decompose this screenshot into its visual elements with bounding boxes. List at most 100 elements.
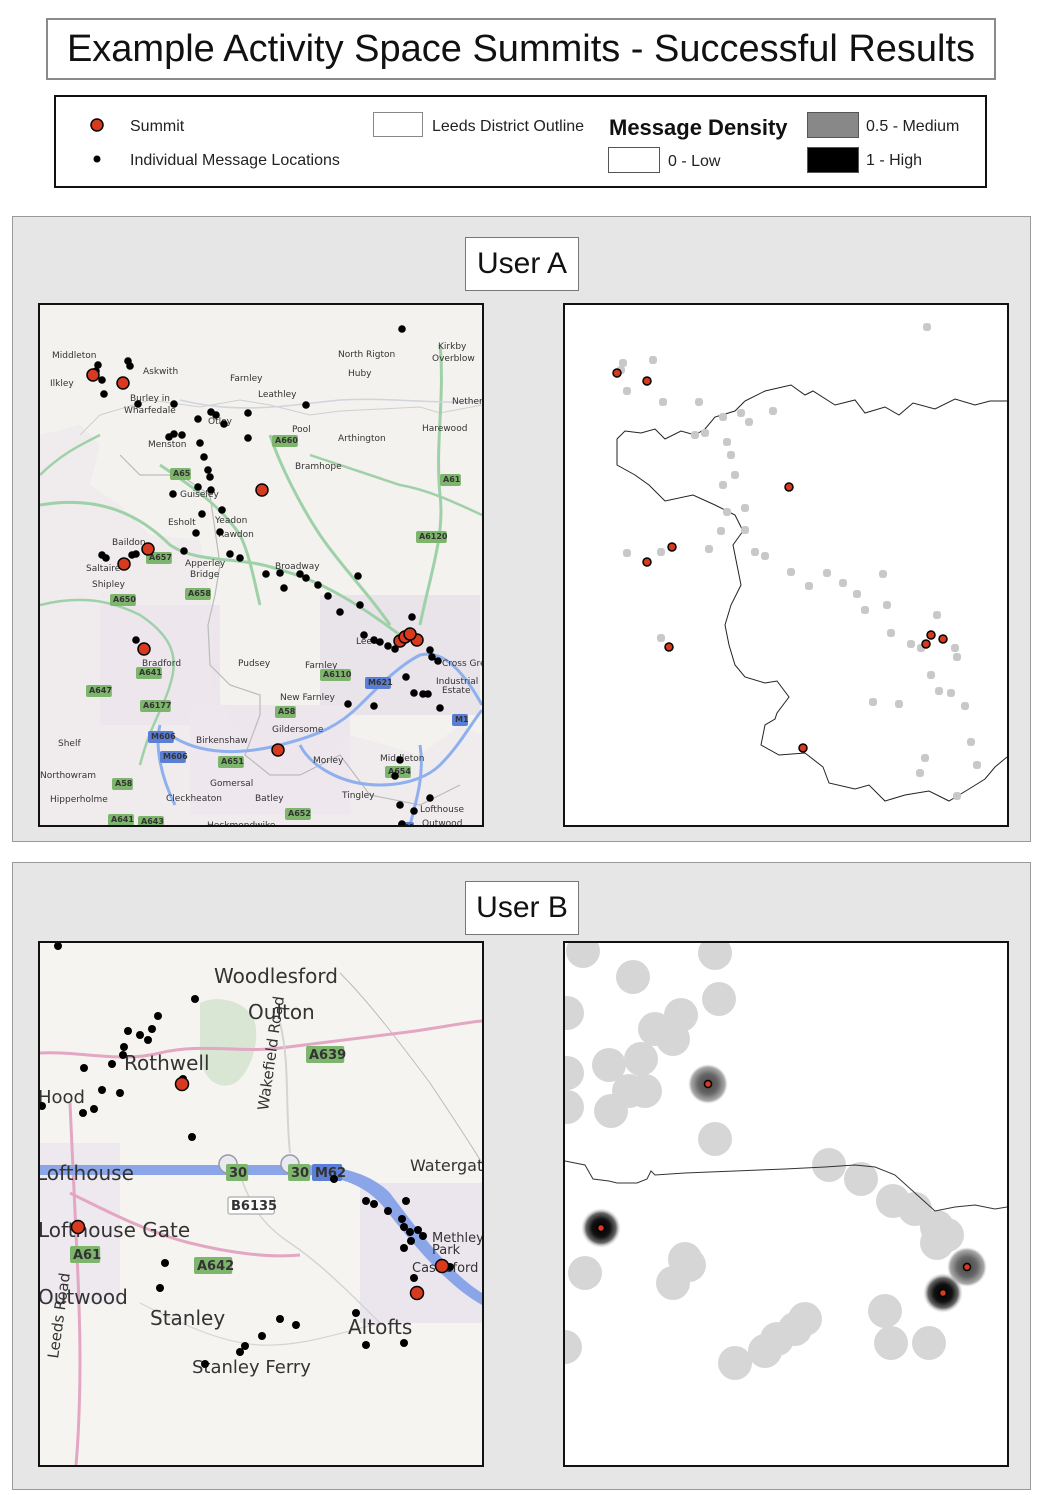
user-a-road-labels: A660 A65 A61 A6120 A657 A650 A658 A641 A647 A6110… [86,435,469,825]
message-point [191,995,199,1003]
user-b-label: User B [465,881,579,935]
place-label: Cleckheaton [166,794,222,804]
message-point [170,400,178,408]
road-label: A650 [113,595,136,604]
place-label: Pool [292,425,311,435]
place-label: Lofthouse Gate [40,1218,190,1242]
density-cell [717,527,725,535]
density-cell [951,644,959,652]
density-cell [741,504,749,512]
green-road-1 [40,500,401,637]
density-cell [883,601,891,609]
summit-point [612,368,622,378]
density-cell [705,545,713,553]
place-label: Estate [442,686,471,696]
figure-title: Example Activity Space Summits - Success… [46,18,996,80]
message-point [410,807,418,815]
road-label: A657 [149,553,172,562]
message-point [376,638,384,646]
place-label: Guiseley [180,490,219,500]
road-shield [227,1196,275,1215]
place-label: Tingley [341,791,375,801]
road-shield [306,1046,345,1063]
density-cell [594,1094,628,1128]
density-cell [751,548,759,556]
message-point [161,1259,169,1267]
density-cell [702,982,736,1016]
place-label: Gildersome [272,725,324,735]
message-point [324,592,332,600]
message-point [336,608,344,616]
wakefield-road-line [279,1022,291,1154]
density-cell [723,508,731,516]
density-cell [719,413,727,421]
place-label: Stanley [150,1306,225,1330]
place-label: Batley [255,794,284,804]
message-point [196,439,204,447]
road-label: 30 [291,1166,309,1181]
road-label: M62 [315,1166,346,1181]
message-point [396,801,404,809]
boundary-line [339,972,482,1164]
summit-point [116,376,130,390]
message-point [132,636,140,644]
motorway-ring [169,652,482,753]
message-point [204,466,212,474]
message-point [244,409,252,417]
road-label: M1 [401,823,415,825]
road-label: M1 [455,715,469,724]
message-point [120,1043,128,1051]
density-cell [853,590,861,598]
place-label: Park [432,1243,461,1258]
density-cell [701,429,709,437]
message-point [128,551,136,559]
green-road-3 [268,434,392,626]
message-point [402,673,410,681]
place-label: Shelf [58,739,81,749]
place-label: Industrial [436,677,478,687]
density-cell [823,569,831,577]
density-cell [761,552,769,560]
message-point [292,1321,300,1329]
density-cell [879,570,887,578]
place-label: Bradford [142,659,181,669]
place-label: Otley [208,417,233,427]
message-point [170,430,178,438]
message-point [226,550,234,558]
place-label: Huby [348,369,372,379]
message-point [276,569,284,577]
user-a-density-map [563,303,1009,827]
message-point [180,547,188,555]
message-point [407,1237,415,1245]
user-b-road-labels: A639 A61 A642 B6135 M62 30 30 [70,1046,346,1274]
message-point [108,1060,116,1068]
summit-point [667,542,677,552]
place-label: Bramhope [295,462,342,472]
message-point [241,1342,249,1350]
message-point [276,1315,284,1323]
message-point [302,401,310,409]
road-label: 30 [229,1166,247,1181]
user-a-basemap-svg: Middleton Askwith Ilkley Farnley North Rigto… [40,325,482,825]
density-cell [695,398,703,406]
message-point [370,636,378,644]
summit-point [938,1288,948,1298]
message-point [402,1197,410,1205]
road-label: A654 [388,767,411,776]
medium-swatch [807,112,859,138]
district-line [79,399,482,436]
message-point [148,1025,156,1033]
message-point [410,1274,418,1282]
message-point [262,570,270,578]
summit-point [255,483,269,497]
summit-point [271,743,285,757]
message-point [258,1332,266,1340]
road-label: B6135 [231,1199,277,1214]
density-cell [930,1218,964,1252]
message-point [220,420,228,428]
message-point [434,657,442,665]
place-label: Shipley [92,580,126,590]
place-label: Arthington [338,434,386,444]
message-point [198,510,206,518]
density-cell [718,1346,752,1380]
